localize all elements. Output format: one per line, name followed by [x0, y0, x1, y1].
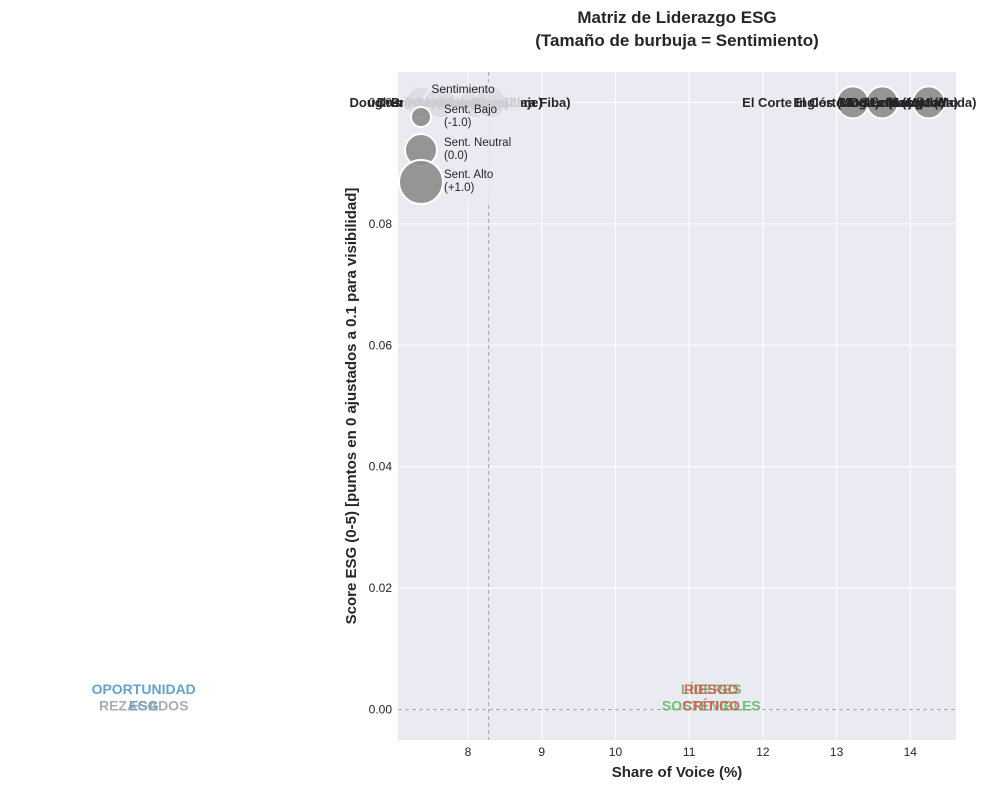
- chart-title-line-1: Matriz de Liderazgo ESG: [577, 8, 776, 27]
- y-tick-label: 0.02: [369, 581, 393, 595]
- bubble-label: El Corte Inglés (Lujo): [793, 95, 924, 110]
- legend-entry-label: Sent. Alto: [444, 169, 493, 181]
- y-axis-ticks: 0.00 0.02 0.04 0.06 0.08 0.10: [369, 95, 393, 716]
- y-tick-label: 0.08: [369, 217, 393, 231]
- chart-title-line-2: (Tamaño de burbuja = Sentimiento): [535, 31, 819, 50]
- legend-entry-value: (+1.0): [444, 182, 475, 194]
- x-tick-label: 11: [683, 745, 696, 759]
- quadrant-label: CRÍTICO: [682, 697, 740, 713]
- x-tick-label: 10: [609, 745, 623, 759]
- x-tick-label: 9: [538, 745, 545, 759]
- bubble: [865, 85, 900, 120]
- legend-bubble: [410, 106, 432, 128]
- legend-entry-label: Sent. Neutral: [444, 137, 511, 149]
- y-tick-label: 0.00: [369, 703, 393, 717]
- bubble: [911, 85, 946, 120]
- bubble-label: Lefties (Moda): [870, 95, 958, 110]
- x-axis-label: Share of Voice (%): [612, 764, 743, 781]
- quadrant-label: OPORTUNIDAD: [92, 681, 196, 697]
- y-axis-label: Score ESG (0-5) [puntos en 0 ajustados a…: [343, 188, 360, 625]
- x-tick-label: 12: [756, 745, 770, 759]
- x-tick-label: 13: [830, 745, 844, 759]
- bubble-label: El Corte Inglés (Moda): [742, 95, 879, 110]
- quadrant-label: REZAGADOS: [99, 697, 188, 713]
- x-tick-label: 8: [465, 745, 472, 759]
- legend-entry-label: Sent. Bajo: [444, 104, 497, 116]
- reference-lines: [398, 72, 956, 740]
- sentiment-legend: Sentimiento Sent. Bajo(-1.0) Sent. Neutral…: [398, 82, 521, 205]
- bubble-label: MDS Lola (Moda): [839, 95, 944, 110]
- x-tick-label: 14: [904, 745, 918, 759]
- legend-bubble: [398, 159, 444, 205]
- quadrant-label: SOSTENIBLES: [662, 697, 761, 713]
- bubble-label: Mango (Moda): [888, 95, 976, 110]
- x-axis-ticks: 8 9 10 11 12 13 14: [465, 745, 918, 759]
- legend-entry-value: (-1.0): [444, 117, 472, 129]
- quadrant-label: RIESGO: [684, 681, 739, 697]
- y-tick-label: 0.10: [369, 95, 393, 109]
- legend-title: Sentimiento: [431, 82, 495, 96]
- quadrant-label: LÍDERES: [681, 681, 742, 697]
- legend-entry-value: (0.0): [444, 150, 468, 162]
- y-tick-label: 0.06: [369, 338, 393, 352]
- quadrant-label: ESG: [129, 697, 159, 713]
- y-tick-label: 0.04: [369, 460, 393, 474]
